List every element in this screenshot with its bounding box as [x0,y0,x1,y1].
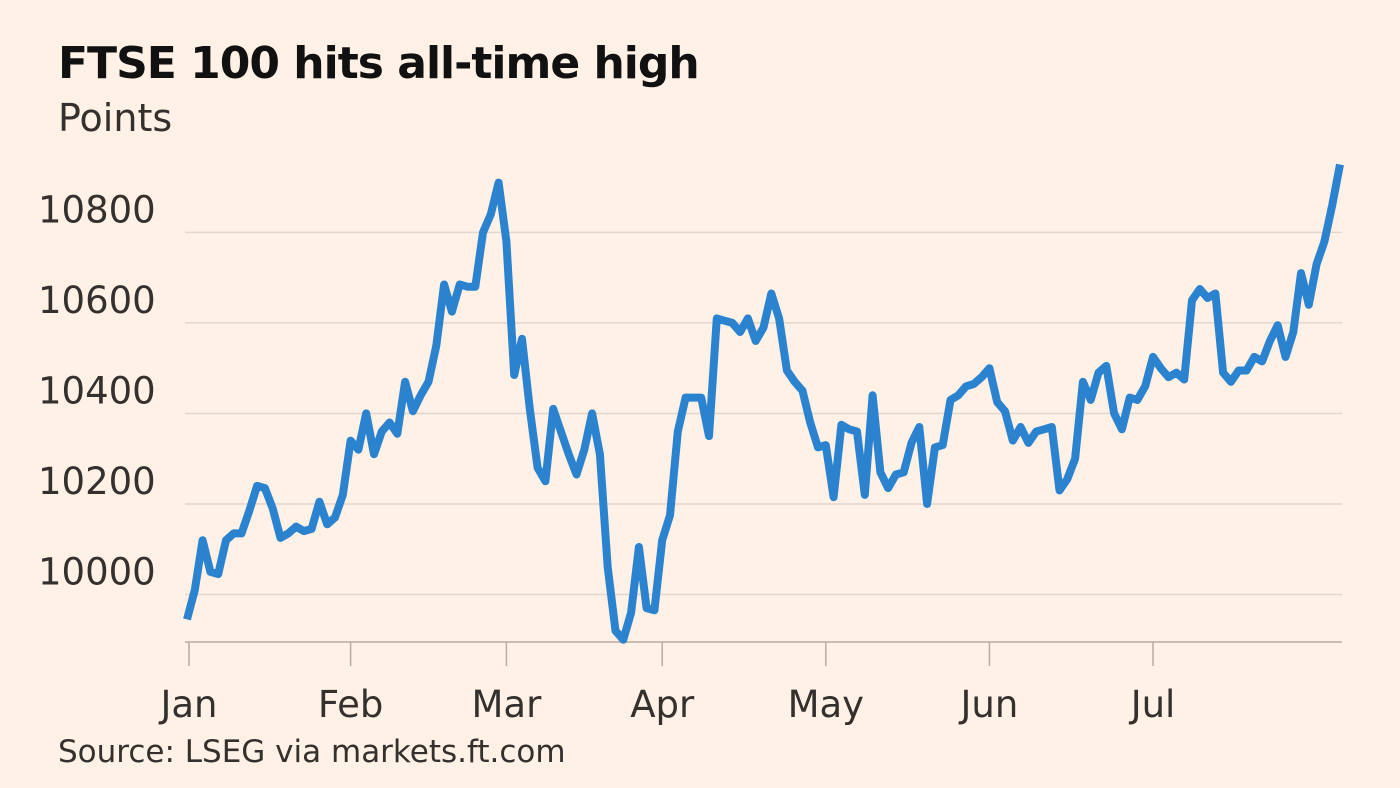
y-tick-label: 10600 [38,279,156,322]
x-tick-label: Mar [472,683,543,726]
x-tick-label: Jul [1129,683,1176,726]
x-tick-label: Jun [959,683,1019,726]
y-tick-label: 10400 [38,369,156,412]
x-tick-label: May [788,683,865,726]
series-line-ftse-100 [183,163,1344,644]
chart-title: FTSE 100 hits all-time high [58,38,700,89]
x-tick-label: Feb [318,683,384,726]
source-note: Source: LSEG via markets.ft.com [58,734,566,770]
series-layer [183,163,1344,644]
x-tick-label: Apr [630,683,695,726]
y-tick-label: 10000 [38,550,156,593]
y-tick-label: 10200 [38,460,156,503]
y-tick-label: 10800 [38,188,156,231]
gridlines [185,231,1342,596]
x-tick-label: Jan [158,683,217,726]
tick-labels: 10000 10200 10400 10600 10800 Jan Feb Mar Apr May… [38,188,1175,726]
chart-subtitle: Points [58,96,173,140]
x-axis [185,641,1342,666]
